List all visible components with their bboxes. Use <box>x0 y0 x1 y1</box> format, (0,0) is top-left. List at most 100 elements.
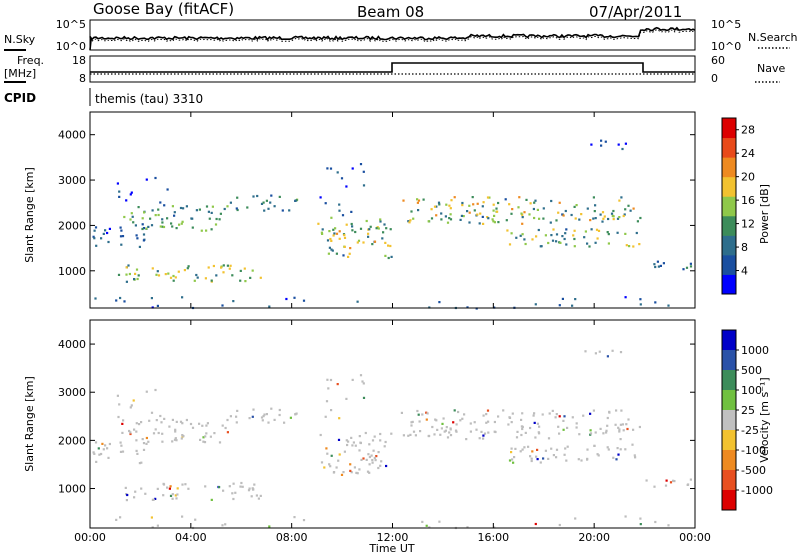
range-cell <box>337 459 340 462</box>
range-cell <box>171 493 174 496</box>
range-cell <box>606 446 609 449</box>
range-cell <box>449 434 453 437</box>
range-cell <box>332 228 335 231</box>
range-cell <box>571 304 574 307</box>
range-cell <box>533 412 536 415</box>
colorbar-tick-label: 500 <box>741 364 762 377</box>
range-cell <box>368 443 371 446</box>
range-cell <box>639 517 642 520</box>
range-cell <box>594 217 597 220</box>
range-cell <box>191 226 194 229</box>
range-cell <box>473 209 476 212</box>
range-cell <box>285 297 288 301</box>
range-cell <box>565 243 568 246</box>
range-cell <box>116 394 119 397</box>
range-cell <box>349 463 352 466</box>
velocity-colorbar: 1000 500 100 25 -25 -100 -500 -1000 <box>721 329 773 511</box>
range-cell <box>183 269 186 272</box>
range-cell <box>326 452 329 455</box>
range-cell <box>281 209 284 212</box>
range-cell <box>598 350 601 353</box>
range-cell <box>174 430 177 433</box>
range-cell <box>558 523 561 527</box>
range-cell <box>510 451 513 454</box>
range-cell <box>478 437 481 440</box>
range-cell <box>550 447 553 450</box>
range-cell <box>246 206 249 209</box>
range-cell <box>502 409 505 412</box>
range-cell <box>627 418 630 421</box>
range-cell <box>565 228 568 231</box>
range-cell <box>534 522 537 526</box>
range-cell <box>180 222 183 225</box>
range-cell <box>596 453 599 456</box>
freq-panel-frame <box>89 55 696 83</box>
range-cell <box>362 184 366 187</box>
range-cell <box>232 300 235 303</box>
range-cell <box>515 436 519 439</box>
range-cell <box>559 241 562 244</box>
range-cell <box>329 465 332 468</box>
range-cell <box>638 425 641 429</box>
range-cell <box>433 433 436 436</box>
range-cell <box>174 437 177 440</box>
range-cell <box>324 415 327 418</box>
range-cell <box>682 268 685 271</box>
range-cell <box>542 217 545 220</box>
range-cell <box>289 416 292 419</box>
range-cell <box>171 418 174 421</box>
range-cell <box>118 190 121 193</box>
nsky-trace <box>89 26 696 51</box>
range-cell <box>356 241 359 244</box>
range-cell <box>592 409 595 412</box>
range-cell <box>468 211 471 214</box>
range-cell <box>261 419 264 422</box>
velocity-panel: 1000 2000 3000 4000 Slant Range [km] <box>23 319 696 530</box>
cpid-label: CPID <box>4 91 36 105</box>
range-cell <box>616 217 620 220</box>
range-cell <box>152 432 156 435</box>
range-cell <box>471 196 474 199</box>
range-cell <box>536 458 539 461</box>
cpid-text: themis (tau) 3310 <box>95 92 203 106</box>
range-cell <box>436 428 439 431</box>
range-cell <box>122 419 125 422</box>
range-cell <box>373 435 376 438</box>
range-cell <box>236 208 239 212</box>
range-cell <box>177 270 180 273</box>
range-cell <box>599 427 602 430</box>
range-cell <box>368 455 371 459</box>
range-cell <box>232 497 235 501</box>
range-cell <box>379 220 382 223</box>
range-cell <box>229 415 232 418</box>
range-cell <box>659 264 662 267</box>
range-cell <box>260 416 264 419</box>
range-cell <box>104 444 107 447</box>
range-cell <box>278 195 281 198</box>
range-cell <box>362 170 365 173</box>
range-cell <box>618 430 621 433</box>
range-cell <box>228 267 231 270</box>
range-cell <box>431 425 434 429</box>
colorbar-swatch <box>722 430 736 451</box>
range-cell <box>338 453 341 456</box>
range-cell <box>355 471 358 474</box>
range-cell <box>468 221 471 224</box>
range-cell <box>338 417 341 420</box>
range-cell <box>218 441 222 444</box>
range-cell <box>155 419 158 422</box>
range-cell <box>163 204 166 207</box>
range-cell <box>210 228 213 231</box>
range-cell <box>635 231 638 235</box>
range-cell <box>662 262 665 265</box>
range-cell <box>343 236 347 239</box>
range-cell <box>689 262 692 265</box>
range-cell <box>605 429 608 432</box>
range-cell <box>589 219 592 222</box>
range-cell <box>221 304 224 307</box>
range-cell <box>128 272 131 276</box>
range-cell <box>162 225 166 229</box>
range-cell <box>140 487 143 490</box>
colorbar-frame <box>721 329 737 511</box>
range-cell <box>206 422 209 425</box>
